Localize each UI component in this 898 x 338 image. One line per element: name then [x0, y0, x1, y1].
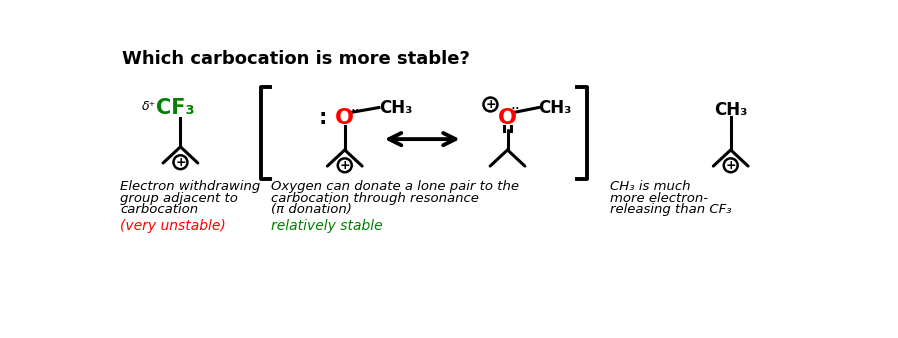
Text: CH₃ is much: CH₃ is much [610, 180, 691, 193]
Text: CF₃: CF₃ [155, 98, 194, 118]
Text: (very unstable): (very unstable) [120, 219, 225, 233]
Text: :: : [319, 108, 327, 128]
Text: CH₃: CH₃ [379, 99, 412, 117]
Text: carbocation: carbocation [120, 203, 198, 216]
Text: O: O [335, 108, 354, 128]
Text: O: O [498, 108, 517, 128]
Text: ..: .. [351, 98, 360, 114]
Text: Electron withdrawing: Electron withdrawing [120, 180, 260, 193]
Text: δ⁺: δ⁺ [142, 99, 156, 113]
Text: ..: .. [510, 97, 520, 112]
Text: group adjacent to: group adjacent to [120, 192, 238, 205]
Text: more electron-: more electron- [610, 192, 708, 205]
Text: Oxygen can donate a lone pair to the: Oxygen can donate a lone pair to the [271, 180, 519, 193]
Text: +: + [175, 156, 186, 169]
Text: CH₃: CH₃ [539, 99, 572, 117]
Text: releasing than CF₃: releasing than CF₃ [610, 203, 732, 216]
Text: (π donation): (π donation) [271, 203, 352, 216]
Text: CH₃: CH₃ [714, 101, 747, 119]
Text: +: + [339, 159, 350, 172]
Text: relatively stable: relatively stable [271, 219, 383, 233]
Text: +: + [726, 159, 736, 172]
Text: +: + [485, 98, 496, 111]
Text: carbocation through resonance: carbocation through resonance [271, 192, 479, 205]
Text: Which carbocation is more stable?: Which carbocation is more stable? [121, 50, 470, 68]
